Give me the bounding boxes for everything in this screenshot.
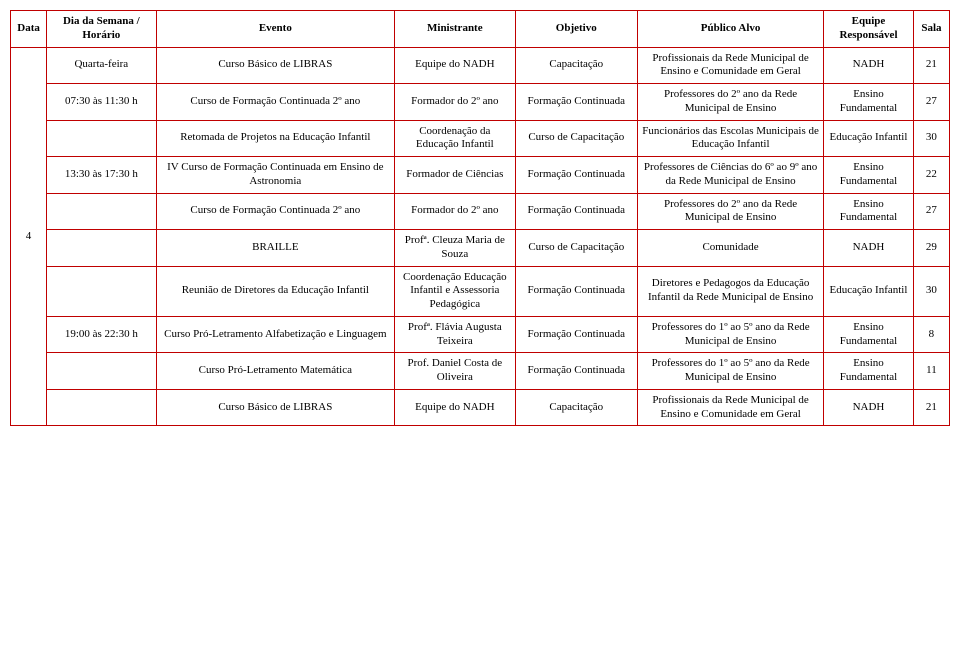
cell-sala: 11 <box>913 353 949 390</box>
schedule-table: Data Dia da Semana / Horário Evento Mini… <box>10 10 950 426</box>
table-row: 4Quarta-feiraCurso Básico de LIBRASEquip… <box>11 47 950 84</box>
cell-equipe: Educação Infantil <box>824 120 914 157</box>
cell-evento: BRAILLE <box>156 230 395 267</box>
cell-objetivo: Capacitação <box>515 389 638 426</box>
cell-objetivo: Curso de Capacitação <box>515 230 638 267</box>
table-row: 13:30 às 17:30 hIV Curso de Formação Con… <box>11 157 950 194</box>
cell-sala: 27 <box>913 84 949 121</box>
th-data: Data <box>11 11 47 48</box>
cell-equipe: Educação Infantil <box>824 266 914 316</box>
cell-publico: Professores do 1º ao 5º ano da Rede Muni… <box>638 353 824 390</box>
cell-objetivo: Formação Continuada <box>515 266 638 316</box>
cell-objetivo: Formação Continuada <box>515 353 638 390</box>
cell-objetivo: Curso de Capacitação <box>515 120 638 157</box>
cell-equipe: Ensino Fundamental <box>824 84 914 121</box>
table-header: Data Dia da Semana / Horário Evento Mini… <box>11 11 950 48</box>
table-row: Reunião de Diretores da Educação Infanti… <box>11 266 950 316</box>
cell-sala: 27 <box>913 193 949 230</box>
cell-sala: 21 <box>913 47 949 84</box>
cell-sala: 8 <box>913 316 949 353</box>
cell-publico: Professores do 2º ano da Rede Municipal … <box>638 84 824 121</box>
cell-publico: Professores de Ciências do 6º ao 9º ano … <box>638 157 824 194</box>
cell-ministrante: Coordenação Educação Infantil e Assessor… <box>395 266 515 316</box>
cell-evento: Curso de Formação Continuada 2º ano <box>156 84 395 121</box>
table-row: 19:00 às 22:30 hCurso Pró-Letramento Alf… <box>11 316 950 353</box>
th-equipe: Equipe Responsável <box>824 11 914 48</box>
cell-publico: Profissionais da Rede Municipal de Ensin… <box>638 389 824 426</box>
table-row: 07:30 às 11:30 hCurso de Formação Contin… <box>11 84 950 121</box>
cell-equipe: Ensino Fundamental <box>824 316 914 353</box>
cell-dia <box>47 389 156 426</box>
cell-dia: 13:30 às 17:30 h <box>47 157 156 194</box>
th-publico: Público Alvo <box>638 11 824 48</box>
cell-publico: Professores do 2º ano da Rede Municipal … <box>638 193 824 230</box>
th-dia: Dia da Semana / Horário <box>47 11 156 48</box>
cell-evento: Curso Pró-Letramento Matemática <box>156 353 395 390</box>
cell-data: 4 <box>11 47 47 426</box>
cell-publico: Comunidade <box>638 230 824 267</box>
cell-dia <box>47 353 156 390</box>
th-objetivo: Objetivo <box>515 11 638 48</box>
cell-dia <box>47 193 156 230</box>
table-body: 4Quarta-feiraCurso Básico de LIBRASEquip… <box>11 47 950 426</box>
cell-publico: Funcionários das Escolas Municipais de E… <box>638 120 824 157</box>
cell-objetivo: Capacitação <box>515 47 638 84</box>
cell-evento: Retomada de Projetos na Educação Infanti… <box>156 120 395 157</box>
cell-equipe: Ensino Fundamental <box>824 193 914 230</box>
table-row: Curso Pró-Letramento MatemáticaProf. Dan… <box>11 353 950 390</box>
cell-dia: 07:30 às 11:30 h <box>47 84 156 121</box>
cell-ministrante: Formador do 2º ano <box>395 84 515 121</box>
cell-equipe: Ensino Fundamental <box>824 157 914 194</box>
th-evento: Evento <box>156 11 395 48</box>
cell-ministrante: Equipe do NADH <box>395 47 515 84</box>
cell-objetivo: Formação Continuada <box>515 316 638 353</box>
cell-evento: Curso Básico de LIBRAS <box>156 47 395 84</box>
cell-ministrante: Prof. Daniel Costa de Oliveira <box>395 353 515 390</box>
cell-ministrante: Formador do 2º ano <box>395 193 515 230</box>
cell-equipe: NADH <box>824 230 914 267</box>
th-ministrante: Ministrante <box>395 11 515 48</box>
cell-sala: 30 <box>913 266 949 316</box>
cell-objetivo: Formação Continuada <box>515 157 638 194</box>
cell-sala: 30 <box>913 120 949 157</box>
cell-equipe: NADH <box>824 47 914 84</box>
table-row: BRAILLEProfª. Cleuza Maria de SouzaCurso… <box>11 230 950 267</box>
table-row: Curso Básico de LIBRASEquipe do NADHCapa… <box>11 389 950 426</box>
cell-equipe: Ensino Fundamental <box>824 353 914 390</box>
cell-dia <box>47 120 156 157</box>
cell-dia <box>47 266 156 316</box>
cell-sala: 29 <box>913 230 949 267</box>
cell-evento: Curso Pró-Letramento Alfabetização e Lin… <box>156 316 395 353</box>
cell-ministrante: Profª. Cleuza Maria de Souza <box>395 230 515 267</box>
cell-ministrante: Coordenação da Educação Infantil <box>395 120 515 157</box>
cell-equipe: NADH <box>824 389 914 426</box>
cell-sala: 22 <box>913 157 949 194</box>
cell-dia: 19:00 às 22:30 h <box>47 316 156 353</box>
cell-sala: 21 <box>913 389 949 426</box>
cell-publico: Profissionais da Rede Municipal de Ensin… <box>638 47 824 84</box>
table-row: Curso de Formação Continuada 2º anoForma… <box>11 193 950 230</box>
cell-publico: Professores do 1º ao 5º ano da Rede Muni… <box>638 316 824 353</box>
cell-dia <box>47 230 156 267</box>
cell-objetivo: Formação Continuada <box>515 84 638 121</box>
th-sala: Sala <box>913 11 949 48</box>
cell-objetivo: Formação Continuada <box>515 193 638 230</box>
cell-evento: Curso de Formação Continuada 2º ano <box>156 193 395 230</box>
cell-ministrante: Formador de Ciências <box>395 157 515 194</box>
cell-ministrante: Equipe do NADH <box>395 389 515 426</box>
cell-publico: Diretores e Pedagogos da Educação Infant… <box>638 266 824 316</box>
cell-dia: Quarta-feira <box>47 47 156 84</box>
cell-ministrante: Profª. Flávia Augusta Teixeira <box>395 316 515 353</box>
cell-evento: IV Curso de Formação Continuada em Ensin… <box>156 157 395 194</box>
cell-evento: Curso Básico de LIBRAS <box>156 389 395 426</box>
cell-evento: Reunião de Diretores da Educação Infanti… <box>156 266 395 316</box>
table-row: Retomada de Projetos na Educação Infanti… <box>11 120 950 157</box>
